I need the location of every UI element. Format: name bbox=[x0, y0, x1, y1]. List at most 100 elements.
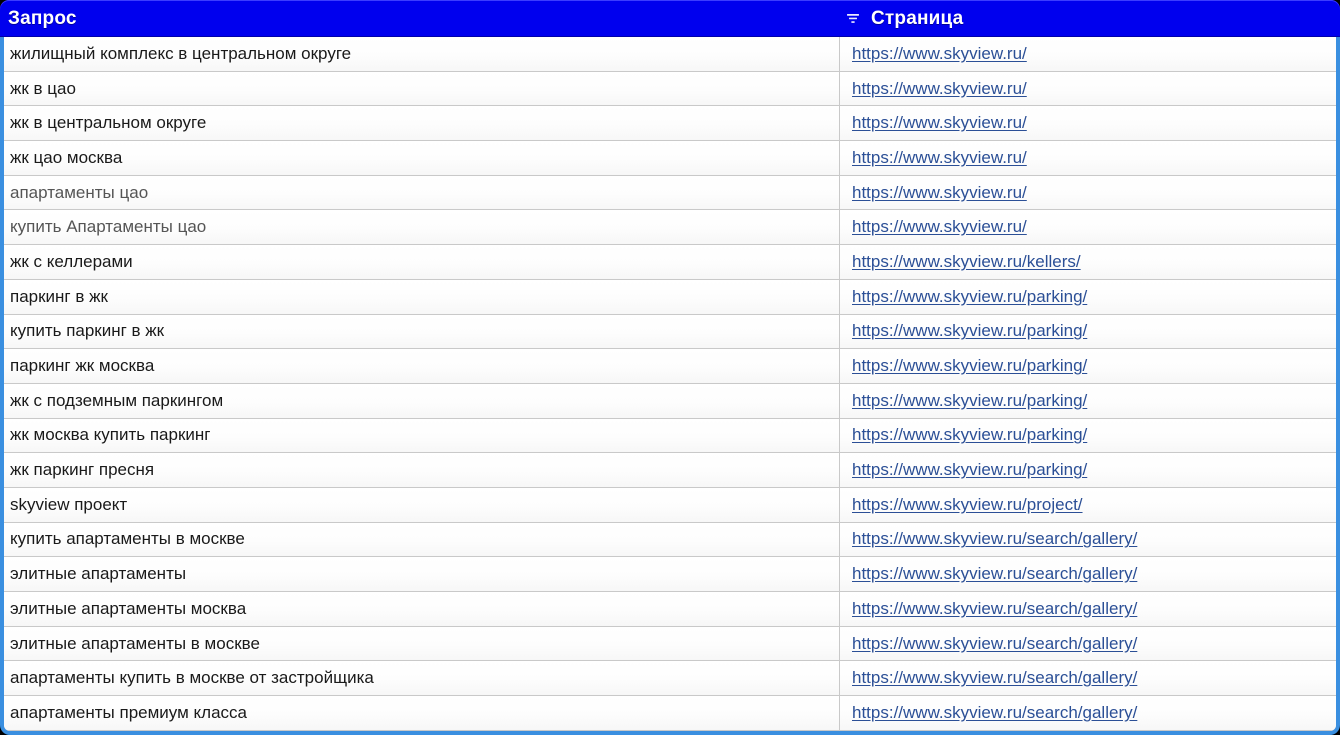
table-row[interactable]: жк паркинг пресня https://www.skyview.ru/… bbox=[4, 453, 1336, 488]
cell-query: жк с келлерами bbox=[4, 245, 840, 279]
page-url-link[interactable]: https://www.skyview.ru/project/ bbox=[852, 494, 1083, 514]
table-row[interactable]: паркинг жк москва https://www.skyview.ru/… bbox=[4, 349, 1336, 384]
cell-page: https://www.skyview.ru/search/gallery/ bbox=[840, 592, 1336, 626]
query-text: апартаменты купить в москве от застройщи… bbox=[10, 668, 374, 688]
filter-funnel-icon[interactable] bbox=[844, 10, 862, 28]
table-row[interactable]: элитные апартаменты https://www.skyview.r… bbox=[4, 557, 1336, 592]
table-row[interactable]: апартаменты цао https://www.skyview.ru/ bbox=[4, 175, 1336, 211]
cell-page: https://www.skyview.ru/search/gallery/ bbox=[840, 523, 1336, 557]
page-url-link[interactable]: https://www.skyview.ru/search/gallery/ bbox=[852, 529, 1138, 549]
cell-page: https://www.skyview.ru/search/gallery/ bbox=[840, 661, 1336, 695]
query-text: паркинг в жк bbox=[10, 286, 108, 306]
table-row[interactable]: элитные апартаменты в москве https://www.… bbox=[4, 626, 1336, 662]
query-text: апартаменты цао bbox=[10, 182, 149, 202]
table-row[interactable]: купить паркинг в жк https://www.skyview.r… bbox=[4, 314, 1336, 350]
table-header-row: Запрос Страница bbox=[0, 0, 1340, 37]
table-row[interactable]: купить Апартаменты цао https://www.skyvie… bbox=[4, 210, 1336, 246]
cell-page: https://www.skyview.ru/ bbox=[840, 176, 1336, 210]
query-text: жк в цао bbox=[10, 78, 76, 98]
table-row[interactable]: skyview проект https://www.skyview.ru/pro… bbox=[4, 487, 1336, 523]
table-row[interactable]: паркинг в жк https://www.skyview.ru/parki… bbox=[4, 279, 1336, 315]
cell-query: купить Апартаменты цао bbox=[4, 210, 840, 245]
table-row[interactable]: жилищный комплекс в центральном округе ht… bbox=[4, 37, 1336, 72]
table-row[interactable]: жк москва купить паркинг https://www.skyv… bbox=[4, 418, 1336, 454]
column-header-page[interactable]: Страница bbox=[840, 0, 1340, 37]
cell-page: https://www.skyview.ru/ bbox=[840, 72, 1336, 106]
cell-query: элитные апартаменты в москве bbox=[4, 626, 840, 661]
table-rows-container: жилищный комплекс в центральном округе ht… bbox=[4, 37, 1336, 731]
cell-query: апартаменты купить в москве от застройщи… bbox=[4, 661, 840, 696]
query-text: skyview проект bbox=[10, 494, 128, 514]
cell-page: https://www.skyview.ru/ bbox=[840, 37, 1336, 71]
page-url-link[interactable]: https://www.skyview.ru/parking/ bbox=[852, 425, 1088, 445]
cell-query: жк с подземным паркингом bbox=[4, 383, 840, 418]
query-text: жк с подземным паркингом bbox=[10, 390, 224, 410]
cell-query: жк в центральном округе bbox=[4, 106, 840, 141]
table-row[interactable]: апартаменты купить в москве от застройщи… bbox=[4, 661, 1336, 697]
column-header-query[interactable]: Запрос bbox=[0, 0, 840, 37]
cell-page: https://www.skyview.ru/parking/ bbox=[840, 453, 1336, 487]
cell-query: элитные апартаменты bbox=[4, 557, 840, 591]
page-url-link[interactable]: https://www.skyview.ru/parking/ bbox=[852, 460, 1088, 480]
cell-query: skyview проект bbox=[4, 487, 840, 522]
page-url-link[interactable]: https://www.skyview.ru/search/gallery/ bbox=[852, 598, 1138, 618]
page-url-link[interactable]: https://www.skyview.ru/ bbox=[852, 217, 1027, 237]
table-row[interactable]: элитные апартаменты москва https://www.sk… bbox=[4, 592, 1336, 627]
column-header-query-label: Запрос bbox=[8, 7, 77, 29]
page-url-link[interactable]: https://www.skyview.ru/parking/ bbox=[852, 356, 1088, 376]
page-url-link[interactable]: https://www.skyview.ru/ bbox=[852, 147, 1027, 167]
cell-query: жк цао москва bbox=[4, 141, 840, 175]
cell-page: https://www.skyview.ru/search/gallery/ bbox=[840, 557, 1336, 591]
cell-page: https://www.skyview.ru/parking/ bbox=[840, 384, 1336, 418]
page-url-link[interactable]: https://www.skyview.ru/parking/ bbox=[852, 390, 1088, 410]
page-url-link[interactable]: https://www.skyview.ru/ bbox=[852, 113, 1027, 133]
page-url-link[interactable]: https://www.skyview.ru/parking/ bbox=[852, 286, 1088, 306]
query-text: паркинг жк москва bbox=[10, 356, 155, 376]
cell-query: жилищный комплекс в центральном округе bbox=[4, 37, 840, 71]
table-row[interactable]: жк цао москва https://www.skyview.ru/ bbox=[4, 141, 1336, 176]
table-row[interactable]: апартаменты премиум класса https://www.sk… bbox=[4, 696, 1336, 731]
query-text: жк в центральном округе bbox=[10, 113, 207, 133]
cell-page: https://www.skyview.ru/parking/ bbox=[840, 419, 1336, 453]
cell-page: https://www.skyview.ru/parking/ bbox=[840, 349, 1336, 383]
query-text: элитные апартаменты в москве bbox=[10, 633, 260, 653]
cell-page: https://www.skyview.ru/ bbox=[840, 141, 1336, 175]
query-text: элитные апартаменты bbox=[10, 564, 187, 584]
page-url-link[interactable]: https://www.skyview.ru/ bbox=[852, 43, 1027, 63]
column-header-page-label: Страница bbox=[871, 7, 964, 29]
cell-query: апартаменты цао bbox=[4, 175, 840, 210]
table-row[interactable]: жк в центральном округе https://www.skyvi… bbox=[4, 106, 1336, 142]
table-row[interactable]: жк с келлерами https://www.skyview.ru/kel… bbox=[4, 245, 1336, 280]
table-row[interactable]: жк в цао https://www.skyview.ru/ bbox=[4, 71, 1336, 107]
page-url-link[interactable]: https://www.skyview.ru/search/gallery/ bbox=[852, 668, 1138, 688]
query-text: жилищный комплекс в центральном округе bbox=[10, 43, 352, 63]
cell-page: https://www.skyview.ru/ bbox=[840, 210, 1336, 244]
query-text: апартаменты премиум класса bbox=[10, 702, 247, 722]
table-row[interactable]: жк с подземным паркингом https://www.skyv… bbox=[4, 383, 1336, 419]
page-url-link[interactable]: https://www.skyview.ru/parking/ bbox=[852, 321, 1088, 341]
page-url-link[interactable]: https://www.skyview.ru/ bbox=[852, 78, 1027, 98]
page-url-link[interactable]: https://www.skyview.ru/search/gallery/ bbox=[852, 564, 1138, 584]
page-url-link[interactable]: https://www.skyview.ru/search/gallery/ bbox=[852, 633, 1138, 653]
page-url-link[interactable]: https://www.skyview.ru/ bbox=[852, 182, 1027, 202]
query-text: жк паркинг пресня bbox=[10, 460, 155, 480]
cell-page: https://www.skyview.ru/project/ bbox=[840, 488, 1336, 522]
cell-query: паркинг жк москва bbox=[4, 349, 840, 383]
query-text: жк с келлерами bbox=[10, 251, 133, 271]
page-url-link[interactable]: https://www.skyview.ru/kellers/ bbox=[852, 251, 1081, 271]
cell-page: https://www.skyview.ru/kellers/ bbox=[840, 245, 1336, 279]
query-text: жк цао москва bbox=[10, 147, 123, 167]
cell-page: https://www.skyview.ru/search/gallery/ bbox=[840, 696, 1336, 730]
table-row[interactable]: купить апартаменты в москве https://www.s… bbox=[4, 522, 1336, 558]
query-text: купить апартаменты в москве bbox=[10, 529, 245, 549]
table-body: жилищный комплекс в центральном округе ht… bbox=[0, 37, 1340, 735]
cell-page: https://www.skyview.ru/parking/ bbox=[840, 280, 1336, 314]
cell-query: паркинг в жк bbox=[4, 279, 840, 314]
cell-query: жк москва купить паркинг bbox=[4, 418, 840, 453]
cell-query: купить паркинг в жк bbox=[4, 314, 840, 349]
page-url-link[interactable]: https://www.skyview.ru/search/gallery/ bbox=[852, 702, 1138, 722]
cell-page: https://www.skyview.ru/search/gallery/ bbox=[840, 627, 1336, 661]
cell-query: элитные апартаменты москва bbox=[4, 592, 840, 626]
query-text: жк москва купить паркинг bbox=[10, 425, 211, 445]
